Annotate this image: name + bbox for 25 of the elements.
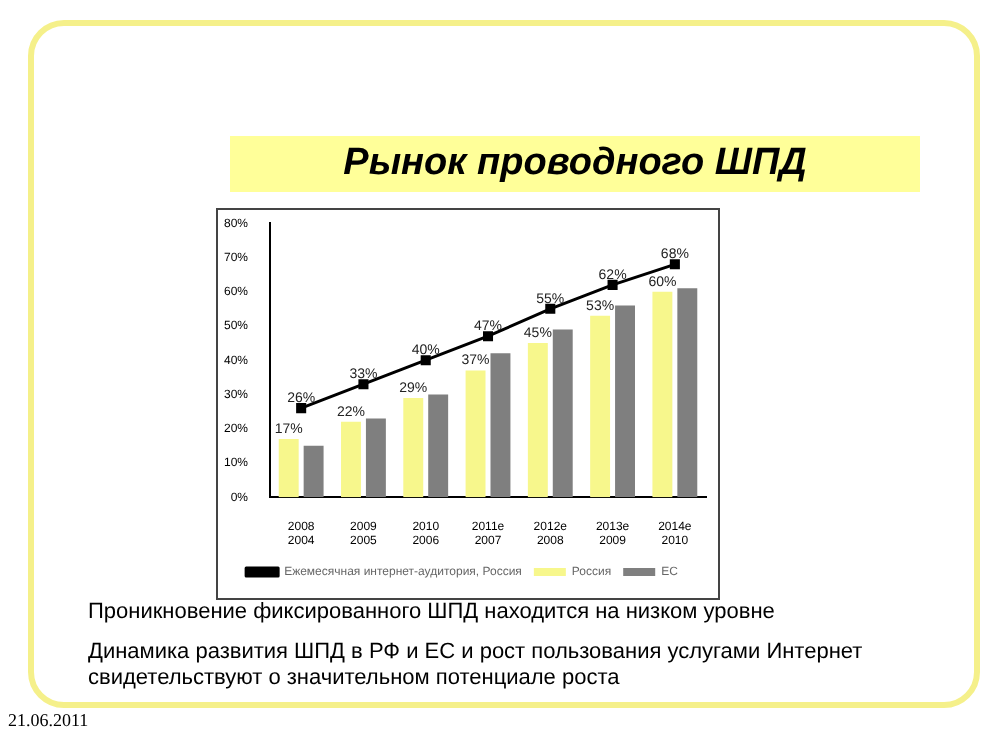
point (420, 355, 431, 366)
chart-title: Рынок проводного ШПД (230, 136, 920, 192)
point (669, 259, 680, 270)
text: Динамика развития ШПД в РФ и ЕС и рост пользования услугами Интернет свидетельствуют о значительном потенциале роста (88, 640, 865, 692)
bar (278, 438, 299, 498)
point (358, 379, 369, 390)
bar (590, 315, 611, 498)
point (607, 279, 618, 290)
bar (341, 421, 361, 498)
bar (490, 353, 511, 498)
bar (677, 288, 698, 498)
point (545, 303, 556, 314)
bar (303, 445, 324, 498)
point (296, 403, 307, 414)
bar (403, 397, 424, 498)
point (482, 331, 494, 342)
bar (428, 394, 449, 498)
bar (465, 370, 486, 498)
bar (652, 291, 673, 498)
bar (527, 343, 548, 498)
bar (365, 418, 386, 498)
bar (552, 329, 573, 498)
text: 21.06.2011 (8, 708, 91, 734)
text: Проникновение фиксированного ШПД находится на низком уровне (88, 600, 777, 626)
bar (615, 305, 635, 498)
